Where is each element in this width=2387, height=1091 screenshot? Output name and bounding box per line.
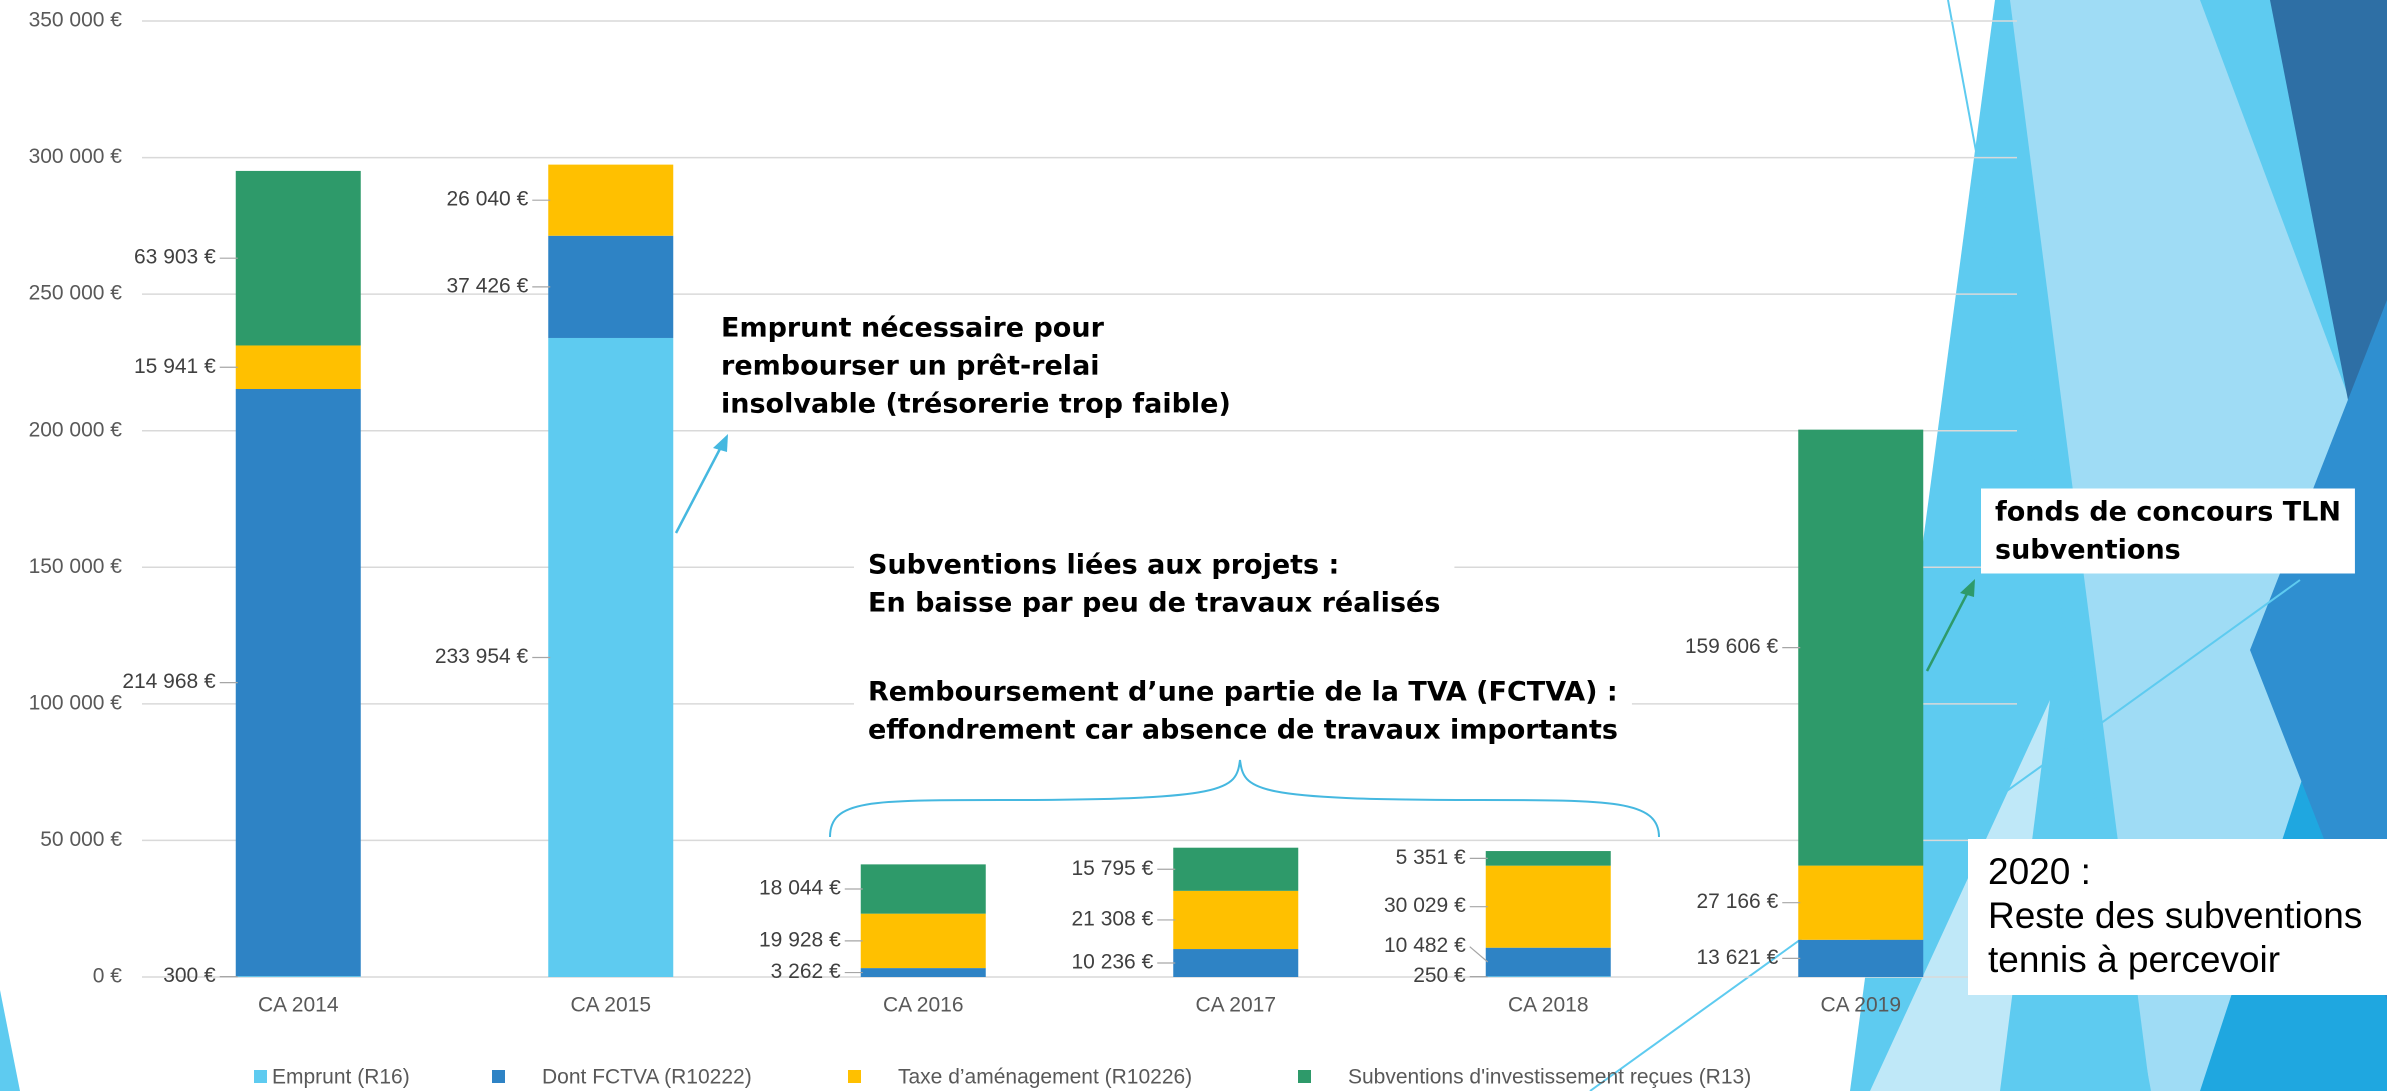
data-label: 26 040 €	[447, 188, 529, 211]
annotation-line: Emprunt nécessaire pour	[721, 313, 1105, 344]
annotation-line: fonds de concours TLN	[1995, 497, 2341, 528]
legend-swatch	[492, 1070, 505, 1083]
data-label: 250 €	[1413, 964, 1466, 987]
note-line: Reste des subventions	[1988, 895, 2362, 936]
note-line: tennis à percevoir	[1988, 939, 2280, 980]
data-label: 18 044 €	[759, 877, 841, 900]
annotation: fonds de concours TLN subventions	[1981, 489, 2355, 574]
chart: 0 € 50 000 € 100 000 € 150 000 € 200 000 € 25…	[0, 0, 2387, 1091]
bar-segment	[1486, 866, 1611, 948]
data-label: 21 308 €	[1072, 907, 1154, 930]
bar-segment	[861, 864, 986, 913]
data-label: 300 €	[163, 964, 216, 987]
x-tick-label: CA 2017	[1195, 994, 1276, 1017]
legend-label: Subventions d'investissement reçues (R13…	[1348, 1066, 1751, 1089]
bar-segment	[548, 338, 673, 977]
bar-segment	[236, 389, 361, 976]
bar-segment	[1173, 949, 1298, 977]
y-tick-label: 50 000 €	[40, 828, 122, 851]
deco-shape	[0, 990, 20, 1091]
data-label: 3 262 €	[771, 960, 841, 983]
bar-segment	[236, 171, 361, 346]
y-tick-label: 0 €	[93, 965, 123, 988]
data-label: 233 954 €	[435, 645, 529, 668]
note-line: 2020 :	[1988, 851, 2091, 892]
x-tick-label: CA 2015	[570, 994, 651, 1017]
y-tick-label: 100 000 €	[29, 691, 123, 714]
data-label: 159 606 €	[1685, 635, 1779, 658]
data-label: 5 351 €	[1396, 846, 1466, 869]
bar-segment	[1173, 891, 1298, 949]
x-tick-label: CA 2018	[1508, 994, 1589, 1017]
bar-segment	[861, 968, 986, 977]
data-label: 63 903 €	[134, 246, 216, 269]
data-label: 214 968 €	[122, 670, 216, 693]
brace	[830, 760, 1659, 837]
annotation: Remboursement d’une partie de la TVA (FC…	[854, 669, 1632, 754]
bar-segment	[1173, 848, 1298, 891]
annotation: Subventions liées aux projets : En baisse…	[854, 542, 1454, 627]
x-tick-label: CA 2019	[1820, 994, 1901, 1017]
annotation-line: rembourser un prêt-relai	[721, 351, 1100, 382]
y-tick-label: 350 000 €	[29, 9, 123, 32]
annotation-line: insolvable (trésorerie trop faible)	[721, 389, 1231, 420]
data-label: 15 941 €	[134, 355, 216, 378]
legend-label: Dont FCTVA (R10222)	[542, 1066, 752, 1089]
bar-segment	[1798, 430, 1923, 866]
annotation-line: En baisse par peu de travaux réalisés	[868, 588, 1440, 619]
bar-segment	[236, 976, 361, 977]
data-label: 27 166 €	[1697, 890, 1779, 913]
leader-line	[1470, 947, 1488, 962]
x-tick-label: CA 2014	[258, 994, 339, 1017]
arrow-head	[713, 434, 728, 452]
bar-segment	[861, 914, 986, 968]
y-tick-label: 150 000 €	[29, 555, 123, 578]
legend-swatch	[1298, 1070, 1311, 1083]
y-tick-label: 300 000 €	[29, 145, 123, 168]
data-label: 19 928 €	[759, 928, 841, 951]
annotation-line: effondrement car absence de travaux impo…	[868, 715, 1618, 746]
data-label: 10 482 €	[1384, 934, 1466, 957]
bar-segment	[1798, 866, 1923, 940]
annotation-line: subventions	[1995, 535, 2181, 566]
bar-segment	[548, 236, 673, 338]
data-label: 30 029 €	[1384, 894, 1466, 917]
x-tick-label: CA 2016	[883, 994, 964, 1017]
bar-segment	[548, 165, 673, 236]
data-label: 15 795 €	[1072, 857, 1154, 880]
bar-segment	[1486, 948, 1611, 977]
bar-segment	[1486, 976, 1611, 977]
data-label: 37 426 €	[447, 274, 529, 297]
y-tick-label: 200 000 €	[29, 418, 123, 441]
annotation-line: Subventions liées aux projets :	[868, 550, 1339, 581]
annotation-line: Remboursement d’une partie de la TVA (FC…	[868, 677, 1618, 708]
legend-swatch	[848, 1070, 861, 1083]
arrow	[676, 445, 722, 533]
legend-label: Taxe d’aménagement (R10226)	[898, 1066, 1192, 1089]
bar-segment	[236, 345, 361, 389]
data-label: 13 621 €	[1697, 946, 1779, 969]
data-label: 10 236 €	[1072, 951, 1154, 974]
bar-segment	[1486, 851, 1611, 866]
page: {"chart_data": {"type": "bar", "stacked"…	[0, 0, 2387, 1091]
legend-swatch	[254, 1070, 267, 1083]
bar-segment	[1798, 940, 1923, 977]
y-tick-label: 250 000 €	[29, 282, 123, 305]
annotation: Emprunt nécessaire pour rembourser un prê…	[707, 305, 1245, 428]
legend-label: Emprunt (R16)	[272, 1066, 410, 1089]
